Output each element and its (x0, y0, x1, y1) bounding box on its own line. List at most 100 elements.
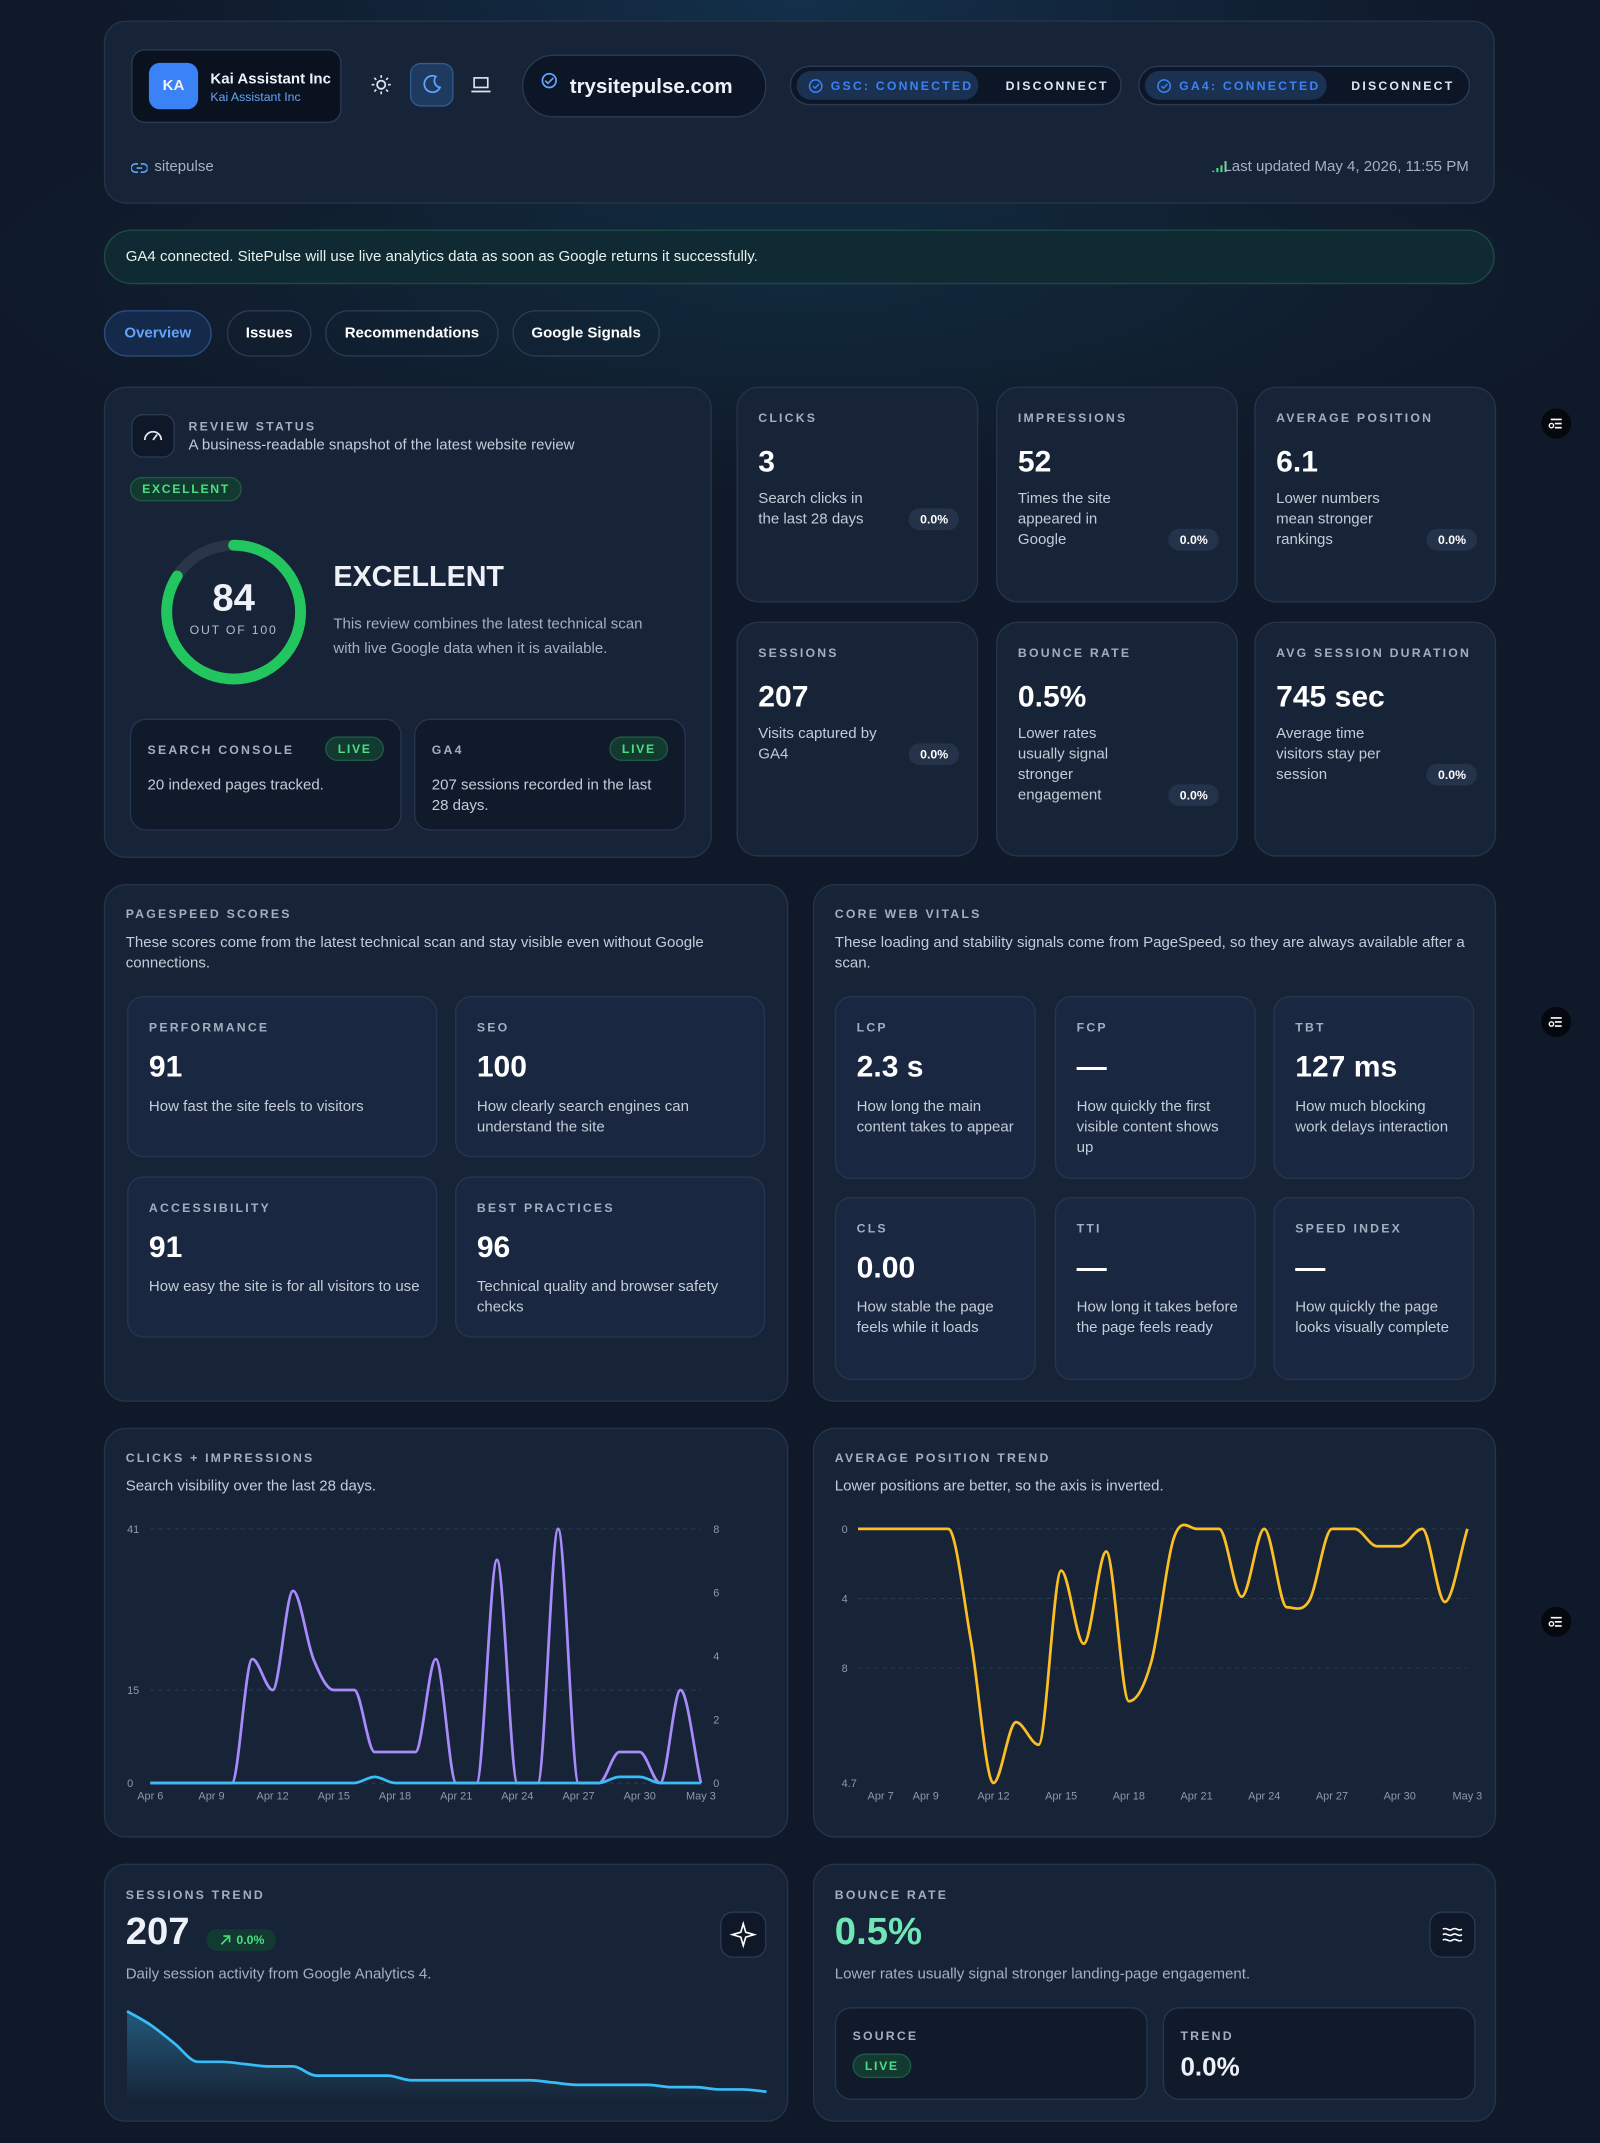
source-status: LIVE (609, 736, 669, 762)
company-sub: Kai Assistant Inc (210, 90, 301, 104)
tab[interactable]: Recommendations (325, 310, 499, 357)
trend-label: TREND (1180, 2028, 1234, 2043)
source-text: 207 sessions recorded in the last 28 day… (431, 777, 652, 815)
score-description: How much blocking work delays interactio… (1295, 1098, 1449, 1136)
waves-button[interactable] (1429, 1911, 1476, 1958)
chart-subtitle: Search visibility over the last 28 days. (126, 1478, 376, 1495)
metric-card: BOUNCE RATE 0.5% Lower rates usually signa… (996, 621, 1238, 857)
y-tick-label: 0 (842, 1524, 848, 1536)
metric-row: Average time visitors stay per session 0.… (1276, 724, 1477, 786)
sessions-value: 207 (125, 1910, 190, 1953)
metric-value: 52 (1017, 444, 1052, 479)
metric-label: CLICKS (758, 411, 818, 425)
signal-icon (1212, 161, 1227, 173)
tab[interactable]: Overview (103, 310, 212, 357)
score-label: BEST PRACTICES (476, 1200, 615, 1215)
score-description: Technical quality and browser safety che… (476, 1278, 719, 1316)
metric-change: 0.0% (1427, 528, 1477, 551)
metric-description: Visits captured by GA4 (758, 725, 877, 763)
score-description: How quickly the first visible content sh… (1076, 1098, 1219, 1156)
metric-description: Average time visitors stay per session (1276, 725, 1381, 783)
metric-card: SESSIONS 207 Visits captured by GA4 0.0% (736, 621, 979, 857)
gauge-icon (131, 413, 175, 458)
bounce-value: 0.5% (834, 1910, 923, 1953)
ga4-pill: GA4: CONNECTED DISCONNECT (1138, 65, 1471, 106)
sun-icon (371, 75, 391, 95)
series-area (127, 2011, 767, 2099)
sessions-card: SESSIONS TREND 207 0.0% Daily session ac… (103, 1863, 789, 2122)
bounce-subtitle: Lower rates usually signal stronger land… (834, 1966, 1251, 1983)
score-value: 127 ms (1295, 1049, 1398, 1084)
series-line (126, 2010, 767, 2094)
y2-tick-label: 8 (713, 1524, 719, 1536)
vitals-title: CORE WEB VITALS (834, 907, 982, 921)
score-description: How fast the site feels to visitors (148, 1098, 364, 1115)
metric-label: AVG SESSION DURATION (1276, 646, 1472, 660)
metric-description: Search clicks in the last 28 days (758, 490, 864, 528)
side-button[interactable] (1540, 1006, 1573, 1039)
company[interactable]: KA Kai Assistant Inc Kai Assistant Inc (131, 49, 342, 123)
light-theme[interactable] (361, 64, 402, 105)
review-label: REVIEW STATUS (188, 419, 317, 434)
pagespeed-subtitle: These scores come from the latest techni… (125, 934, 704, 972)
x-tick-label: Apr 9 (198, 1790, 224, 1802)
metric-value: 0.5% (1017, 679, 1087, 714)
sparkle-button[interactable] (720, 1911, 767, 1958)
tab[interactable]: Issues (226, 310, 312, 357)
x-tick-label: Apr 30 (1384, 1790, 1416, 1802)
metric-description: Times the site appeared in Google (1017, 490, 1111, 548)
ga4-disconnect[interactable]: DISCONNECT (1351, 79, 1455, 93)
score-card: CLS 0.00 How stable the page feels while i… (834, 1196, 1036, 1380)
y-tick-label: 0 (127, 1778, 133, 1790)
tab[interactable]: Google Signals (512, 310, 660, 357)
bounce-card: BOUNCE RATE 0.5% Lower rates usually sig… (812, 1863, 1497, 2122)
clicks-card: CLICKS + IMPRESSIONS Search visibility ov… (103, 1427, 789, 1838)
gsc-status: GSC: CONNECTED (830, 79, 974, 93)
score-label: CLS (856, 1221, 888, 1236)
last-updated: Last updated May 4, 2026, 11:55 PM (1223, 158, 1469, 175)
system-theme[interactable] (460, 64, 501, 105)
trend-box: TREND 0.0% (1162, 2007, 1476, 2101)
score-label: TTI (1076, 1221, 1102, 1236)
sessions-change: 0.0% (206, 1929, 276, 1952)
side-button[interactable] (1540, 407, 1573, 440)
gsc-disconnect[interactable]: DISCONNECT (1005, 79, 1109, 93)
y2-tick-label: 0 (713, 1778, 719, 1790)
metric-label: SESSIONS (758, 646, 839, 660)
laptop-icon (471, 77, 491, 93)
score-card: FCP — How quickly the first visible conten… (1054, 996, 1256, 1180)
metric-row: Times the site appeared in Google 0.0% (1017, 489, 1219, 551)
position-card: AVERAGE POSITION TREND Lower positions ar… (812, 1427, 1497, 1838)
score: 84 (212, 576, 255, 619)
x-tick-label: Apr 12 (977, 1790, 1009, 1802)
banner-text: GA4 connected. SitePulse will use live a… (125, 248, 758, 266)
ga4-status: GA4: CONNECTED (1179, 79, 1321, 93)
score-label: LCP (856, 1020, 888, 1035)
domain-pill[interactable]: trysitepulse.com (521, 54, 767, 118)
source-text: 20 indexed pages tracked. (147, 777, 324, 794)
score-value: 91 (148, 1049, 183, 1084)
review-card: REVIEW STATUS A business-readable snapsh… (103, 386, 712, 859)
score-description: How long it takes before the page feels … (1076, 1299, 1238, 1337)
metric-card: IMPRESSIONS 52 Times the site appeared in … (996, 386, 1238, 603)
source-box: SOURCE LIVE (834, 2007, 1148, 2101)
dark-theme[interactable] (409, 62, 454, 107)
score-value: 2.3 s (856, 1049, 924, 1084)
source-label: GA4 (431, 743, 464, 757)
score-label: SPEED INDEX (1295, 1221, 1402, 1236)
score-card: BEST PRACTICES 96 Technical quality and br… (454, 1176, 766, 1338)
metric-label: IMPRESSIONS (1017, 411, 1128, 425)
metric-card: CLICKS 3 Search clicks in the last 28 days… (736, 386, 979, 603)
pagespeed-card: PAGESPEED SCORES These scores come from … (103, 883, 789, 1402)
review-description: This review combines the latest technica… (333, 616, 643, 658)
x-tick-label: Apr 15 (1045, 1790, 1077, 1802)
source-status: LIVE (852, 2053, 912, 2079)
metric-row: Visits captured by GA4 0.0% (758, 724, 960, 766)
score-value: — (1295, 1250, 1326, 1285)
link-icon (131, 163, 148, 173)
gsc-status-bg (796, 71, 979, 100)
x-tick-label: Apr 9 (913, 1790, 939, 1802)
side-button[interactable] (1540, 1605, 1573, 1638)
metric-row: Lower rates usually signal stronger enga… (1018, 724, 1219, 807)
